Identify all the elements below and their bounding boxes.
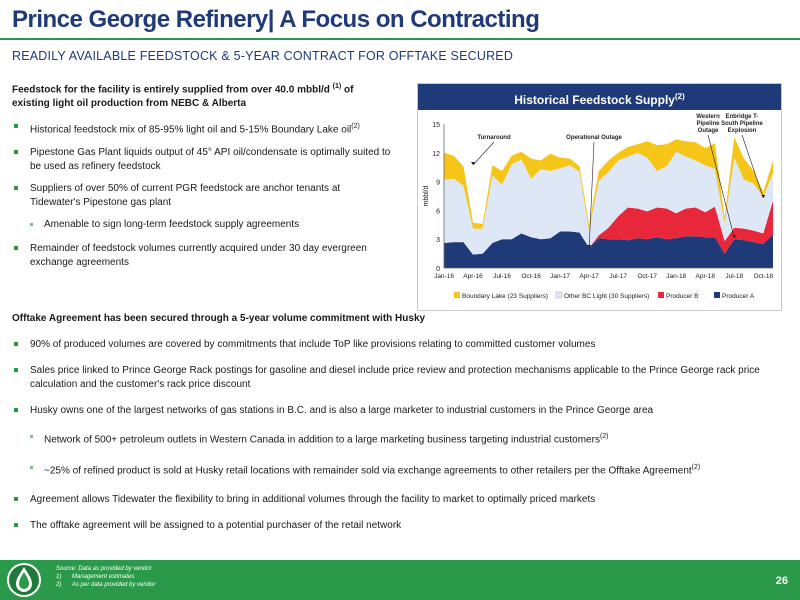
chart-annotation: Enbridge T-South Pipeline Explosion bbox=[721, 114, 763, 134]
footnote-ref: (1) bbox=[332, 83, 342, 90]
x-tick-label: Oct-16 bbox=[521, 273, 541, 280]
legend-swatch bbox=[454, 292, 460, 298]
bullet-item: Historical feedstock mix of 85-95% light… bbox=[12, 120, 392, 137]
area-series-1 bbox=[444, 200, 773, 255]
tidewater-logo-icon bbox=[7, 563, 41, 597]
y-tick-label: 3 bbox=[436, 237, 440, 244]
y-axis-label: mbbl/d bbox=[423, 185, 430, 206]
bullet-item: Agreement allows Tidewater the flexibili… bbox=[12, 493, 792, 507]
legend-label: Other BC Light (30 Suppliers) bbox=[564, 293, 649, 300]
sub-bullet-item: ~25% of refined product is sold at Husky… bbox=[12, 461, 792, 478]
bullet-item: Husky owns one of the largest networks o… bbox=[12, 404, 792, 418]
title-divider bbox=[0, 38, 800, 40]
footnote-ref: (2) bbox=[691, 464, 701, 472]
bullet-item: Pipestone Gas Plant liquids output of 45… bbox=[12, 146, 392, 174]
feedstock-lead-text-2: of existing light oil production from NE… bbox=[12, 84, 354, 110]
legend-label: Boundary Lake (23 Suppliers) bbox=[462, 293, 548, 300]
annotation-arrow bbox=[472, 141, 495, 166]
footnote-ref: (2) bbox=[599, 433, 609, 440]
bullet-item: Suppliers of over 50% of current PGR fee… bbox=[12, 182, 392, 210]
sub-bullet-item: Network of 500+ petroleum outlets in Wes… bbox=[12, 430, 792, 447]
bullet-item: 90% of produced volumes are covered by c… bbox=[12, 338, 792, 352]
annotation-arrow bbox=[741, 134, 764, 199]
footnotes: Source: Data as provided by vendor 1) Man… bbox=[56, 565, 155, 589]
annotation-arrowhead bbox=[761, 195, 766, 198]
y-tick-label: 15 bbox=[432, 122, 440, 129]
legend-label: Producer B bbox=[666, 293, 699, 300]
chart-annotation: Turnaround bbox=[477, 135, 511, 141]
x-tick-label: Oct-18 bbox=[754, 273, 774, 280]
annotation-arrow bbox=[588, 141, 595, 249]
feedstock-area-chart: 0 3 6 9 12 15 mbbl/d Jan-16 Apr-16 Jul-16 Oct-16 Ja… bbox=[423, 114, 774, 300]
source-note: Source: Data as provided by vendor bbox=[56, 566, 152, 572]
page-number: 26 bbox=[775, 575, 788, 587]
x-tick-label: Apr-17 bbox=[579, 273, 599, 280]
annotation-arrowhead bbox=[587, 245, 592, 248]
x-tick-label: Oct-17 bbox=[637, 273, 657, 280]
x-tick-label: Jul-16 bbox=[493, 273, 511, 280]
area-series-0 bbox=[444, 231, 773, 268]
annotation-arrowhead bbox=[471, 162, 476, 165]
footnote-2: 2) As per data provided by vendor bbox=[56, 582, 156, 588]
x-tick-label: Apr-18 bbox=[696, 273, 716, 280]
y-tick-label: 6 bbox=[436, 208, 440, 215]
x-tick-label: Jan-16 bbox=[434, 273, 454, 280]
page-subtitle: READILY AVAILABLE FEEDSTOCK & 5-YEAR CON… bbox=[12, 49, 514, 63]
area-series-3 bbox=[444, 137, 773, 231]
x-tick-label: Jul-18 bbox=[725, 273, 743, 280]
y-tick-label: 12 bbox=[432, 151, 440, 158]
chart-annotation: Operational Outage bbox=[566, 135, 622, 141]
bullet-item: Remainder of feedstock volumes currently… bbox=[12, 242, 392, 270]
page-title: Prince George Refinery| A Focus on Contr… bbox=[12, 6, 540, 33]
legend-swatch bbox=[658, 292, 664, 298]
chart-panel: Historical Feedstock Supply(2) 0 3 6 9 12 15 m… bbox=[417, 83, 782, 311]
footnote-ref: (2) bbox=[351, 123, 360, 131]
chart-annotation: Western Pipeline Outage bbox=[696, 114, 720, 134]
feedstock-lead: Feedstock for the facility is entirely s… bbox=[12, 80, 392, 111]
feedstock-lead-text: Feedstock for the facility is entirely s… bbox=[12, 84, 330, 96]
legend-swatch bbox=[714, 292, 720, 298]
annotation-arrowhead bbox=[732, 235, 737, 238]
bullet-item: The offtake agreement will be assigned t… bbox=[12, 519, 792, 533]
offtake-section: Offtake Agreement has been secured throu… bbox=[12, 312, 792, 545]
bullet-item: Sales price linked to Prince George Rack… bbox=[12, 364, 792, 392]
footnote-1: 1) Management estimates bbox=[56, 574, 135, 580]
x-tick-label: Jan-17 bbox=[550, 273, 570, 280]
sub-bullet-item: Amenable to sign long-term feedstock sup… bbox=[12, 218, 392, 232]
x-tick-label: Jan-18 bbox=[666, 273, 686, 280]
y-tick-label: 9 bbox=[436, 180, 440, 187]
area-series-2 bbox=[444, 151, 773, 255]
x-tick-label: Jul-17 bbox=[609, 273, 627, 280]
feedstock-section: Feedstock for the facility is entirely s… bbox=[12, 80, 392, 278]
offtake-lead: Offtake Agreement has been secured throu… bbox=[12, 313, 426, 324]
chart-title: Historical Feedstock Supply(2) bbox=[418, 84, 781, 110]
legend-swatch bbox=[555, 291, 563, 299]
y-tick-label: 0 bbox=[436, 266, 440, 273]
annotation-arrow bbox=[707, 134, 735, 239]
legend-label: Producer A bbox=[722, 293, 755, 300]
x-tick-label: Apr-16 bbox=[463, 273, 483, 280]
footer-bar bbox=[0, 560, 800, 600]
